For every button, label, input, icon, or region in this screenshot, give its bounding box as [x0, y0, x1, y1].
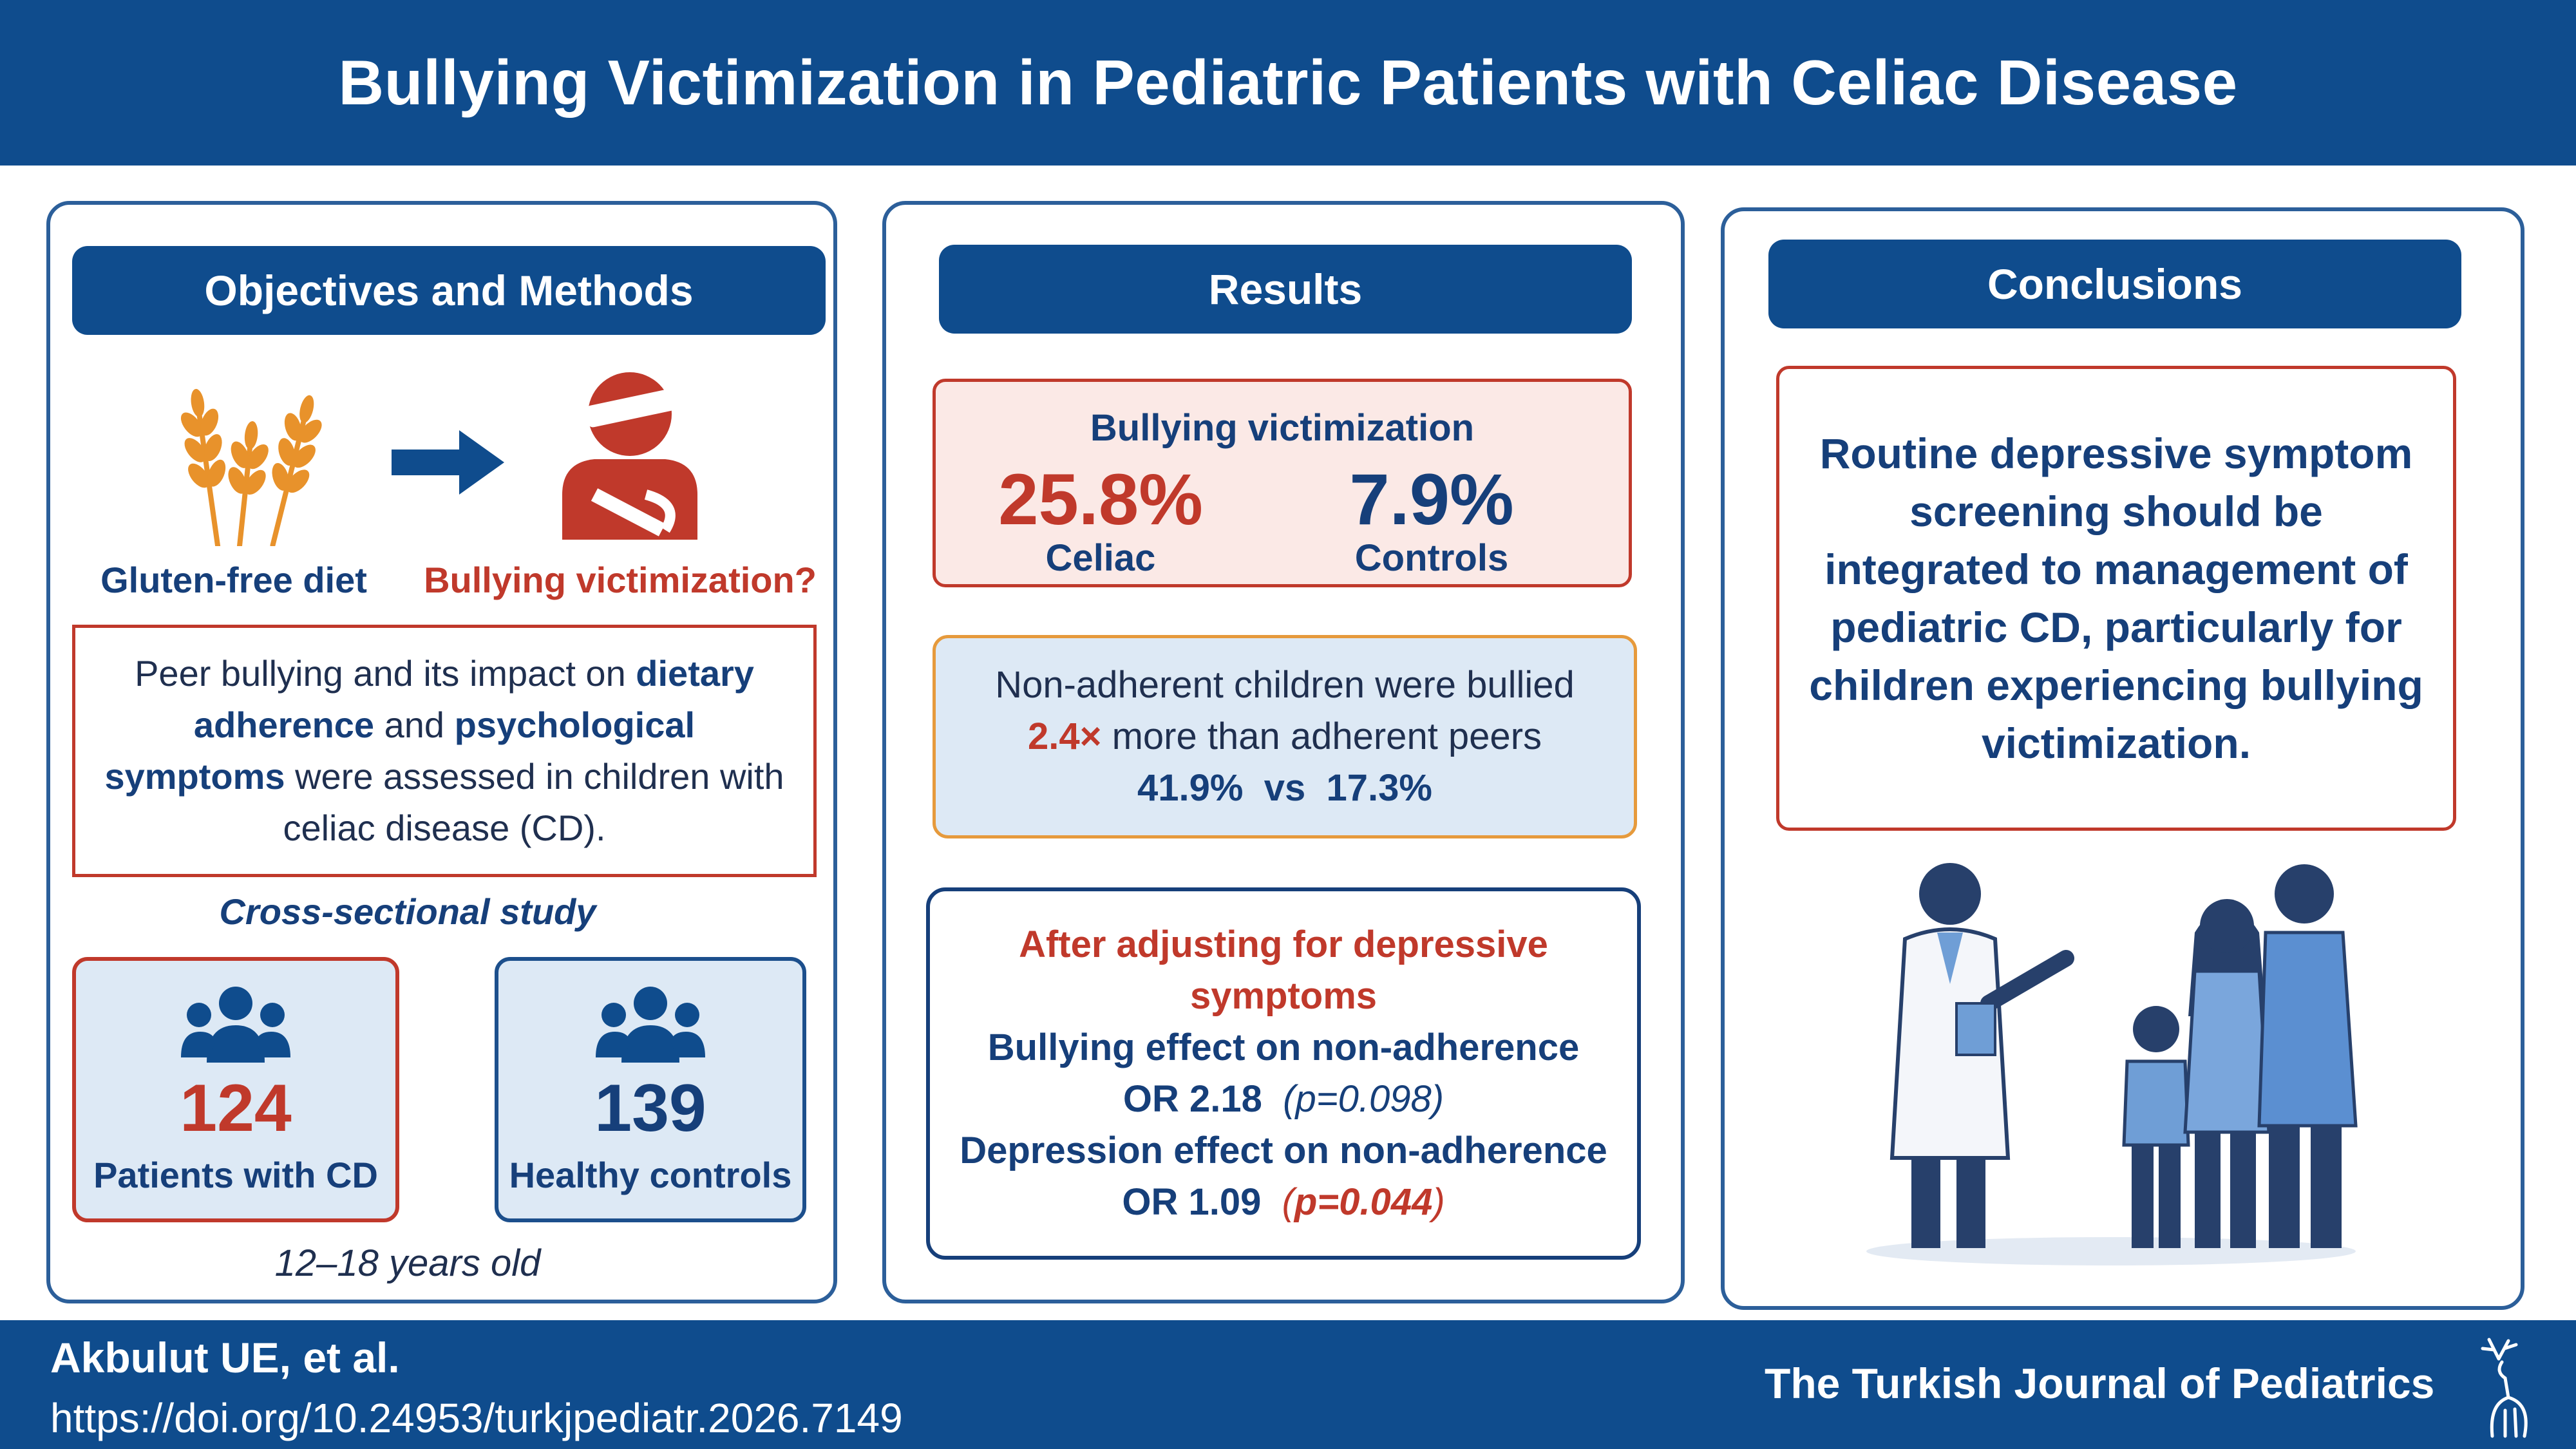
patients-group-card: 124 Patients with CD [72, 957, 399, 1222]
results-panel: Results Bullying victimization 25.8% Cel… [882, 201, 1685, 1303]
bullying-rates-title: Bullying victimization [1090, 407, 1475, 449]
celiac-rate-label: Celiac [1045, 537, 1156, 579]
results-heading: Results [939, 245, 1632, 334]
patients-label: Patients with CD [93, 1155, 378, 1195]
age-range-label: 12–18 years old [274, 1242, 541, 1284]
aim-text: Peer bullying and its impact on dietary … [104, 653, 784, 848]
family-doctor-illustration [1866, 863, 2358, 1265]
celiac-rate: 25.8% [998, 459, 1203, 540]
conclusions-panel: Conclusions Routine depressive symptom s… [1721, 207, 2524, 1310]
controls-rate-label: Controls [1354, 537, 1509, 579]
doi-link[interactable]: https://doi.org/10.24953/turkjpediatr.20… [50, 1395, 903, 1441]
author-line: Akbulut UE, et al. [50, 1334, 400, 1381]
depression-effect-label: Depression effect on non-adherence [960, 1130, 1607, 1171]
patients-count: 124 [180, 1071, 292, 1146]
journal-name: The Turkish Journal of Pediatrics [1765, 1359, 2435, 1407]
controls-rate: 7.9% [1349, 459, 1514, 540]
footer-bar [0, 1320, 2576, 1449]
title-banner: Bullying Victimization in Pediatric Pati… [0, 0, 2576, 166]
bullying-victimization-question: Bullying victimization? [424, 560, 817, 600]
gluten-free-diet-label: Gluten-free diet [100, 560, 367, 600]
people-group-icon [596, 987, 705, 1063]
controls-label: Healthy controls [509, 1155, 792, 1195]
adherence-comparison: 41.9% vs 17.3% [1137, 767, 1432, 809]
page-title: Bullying Victimization in Pediatric Pati… [338, 47, 2238, 118]
people-group-icon [181, 987, 290, 1063]
bullying-effect-label: Bullying effect on non-adherence [987, 1027, 1580, 1068]
bullied-child-icon [562, 372, 697, 540]
bullying-effect-or: OR 2.18 (p=0.098) [1122, 1078, 1444, 1120]
bullying-rates-box: Bullying victimization 25.8% Celiac 7.9%… [933, 379, 1632, 587]
controls-group-card: 139 Healthy controls [495, 957, 806, 1222]
wheat-icon [180, 388, 322, 546]
conclusions-heading: Conclusions [1768, 240, 2461, 328]
controls-count: 139 [594, 1071, 706, 1146]
study-design-label: Cross-sectional study [219, 891, 596, 932]
adherence-line-1: Non-adherent children were bullied [995, 664, 1575, 706]
objectives-methods-panel: Objectives and Methods [46, 201, 837, 1303]
aim-box: Peer bullying and its impact on dietary … [72, 625, 817, 877]
adjusted-analysis-box: After adjusting for depressive symptoms … [926, 887, 1641, 1260]
adherence-line-2: 2.4× more than adherent peers [1027, 715, 1542, 757]
arrow-right-icon [392, 430, 504, 495]
deer-logo [2481, 1338, 2528, 1438]
adjusted-heading: After adjusting for depressive symptoms [1019, 923, 1548, 1017]
adherence-bullying-box: Non-adherent children were bullied 2.4× … [933, 635, 1637, 838]
depression-effect-or: OR 1.09 (p=0.044) [1122, 1181, 1445, 1223]
objectives-methods-heading: Objectives and Methods [72, 246, 826, 335]
conclusion-box: Routine depressive symptom screening sho… [1776, 366, 2456, 831]
conclusion-text: Routine depressive symptom screening sho… [1809, 430, 2423, 767]
